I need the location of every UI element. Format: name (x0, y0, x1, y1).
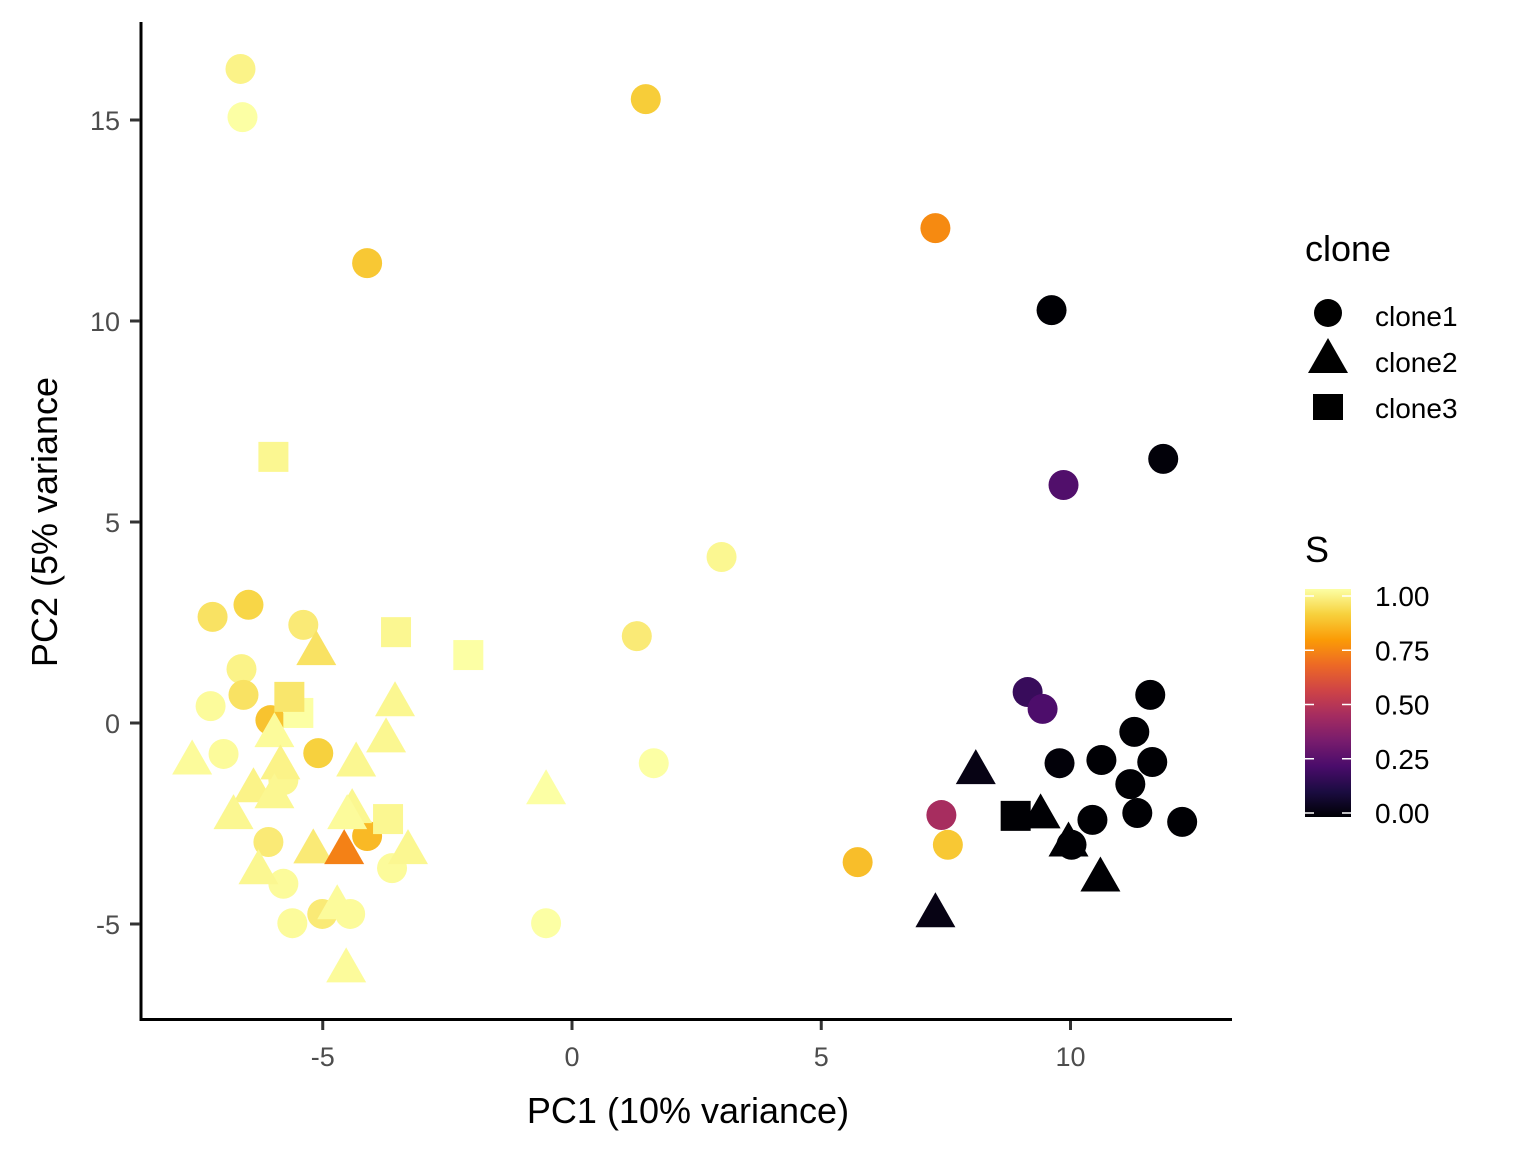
point-clone3-1 (381, 617, 412, 648)
point-clone1-0 (225, 53, 256, 84)
y-tick-label: -5 (96, 910, 120, 940)
point-clone1-8 (706, 541, 737, 572)
points-layer (172, 53, 1198, 983)
point-clone2-16 (1080, 856, 1121, 892)
point-clone2-19 (324, 829, 365, 865)
point-clone3-5 (373, 804, 404, 835)
y-tick-label: 5 (105, 508, 120, 538)
point-clone1-18 (1027, 693, 1058, 724)
legend-label-clone3: clone3 (1375, 393, 1458, 424)
x-tick-label: -5 (311, 1042, 335, 1072)
point-clone1-36 (932, 829, 963, 860)
colorbar-tick-label: 0.00 (1375, 798, 1430, 829)
point-clone1-39 (268, 868, 299, 899)
point-clone2-9 (254, 773, 295, 809)
legend-triangle-icon (1308, 338, 1348, 373)
point-clone1-33 (1167, 806, 1198, 837)
legend-circle-icon (1314, 299, 1342, 327)
shape-legend-title: clone (1305, 228, 1391, 269)
point-clone2-4 (172, 739, 213, 775)
point-clone1-9 (233, 589, 264, 620)
legend-label-clone2: clone2 (1375, 347, 1458, 378)
point-clone1-4 (920, 213, 951, 244)
y-tick-label: 0 (105, 709, 120, 739)
point-clone1-27 (1115, 769, 1146, 800)
point-clone2-2 (366, 717, 407, 753)
point-clone1-22 (303, 738, 334, 769)
point-clone2-0 (296, 630, 337, 666)
point-clone1-23 (638, 748, 669, 779)
point-clone2-10 (213, 794, 254, 830)
point-clone1-34 (1077, 804, 1108, 835)
point-clone2-18 (293, 828, 334, 864)
point-clone1-14 (228, 679, 259, 710)
colorbar-tick-label: 0.50 (1375, 690, 1430, 721)
legend-label-clone1: clone1 (1375, 301, 1458, 332)
point-clone2-1 (375, 681, 416, 717)
point-clone2-21 (238, 849, 279, 885)
color-legend-title: S (1305, 529, 1329, 570)
point-clone3-2 (453, 640, 484, 671)
point-clone1-43 (531, 908, 562, 939)
x-axis-title: PC1 (10% variance) (527, 1090, 849, 1131)
legend-square-icon (1313, 394, 1343, 420)
x-ticks: -5 0 5 10 (311, 1021, 1086, 1072)
colorbar (1305, 589, 1351, 817)
point-clone2-13 (955, 749, 996, 785)
point-clone1-6 (1148, 443, 1179, 474)
point-clone1-31 (926, 800, 957, 831)
colorbar-tick-label: 0.75 (1375, 635, 1430, 666)
y-ticks: -5 0 5 10 15 (90, 106, 140, 940)
point-clone2-23 (326, 947, 367, 983)
colorbar-tick-label: 0.25 (1375, 744, 1430, 775)
point-clone3-6 (1000, 800, 1031, 831)
y-tick-label: 15 (90, 106, 120, 136)
point-clone2-15 (1048, 821, 1089, 857)
point-clone1-7 (1048, 470, 1079, 501)
point-clone3-0 (258, 441, 289, 472)
point-clone1-1 (227, 102, 258, 133)
point-clone2-12 (327, 794, 368, 830)
point-clone1-42 (277, 908, 308, 939)
point-clone1-10 (197, 601, 228, 632)
point-clone1-3 (352, 248, 383, 279)
colorbar-ticks: 1.00 0.75 0.50 0.25 0.00 (1305, 581, 1430, 829)
point-clone1-5 (1036, 295, 1067, 326)
point-clone1-20 (1119, 716, 1150, 747)
point-clone2-3 (254, 712, 295, 748)
point-clone1-37 (842, 847, 873, 878)
point-clone1-25 (1086, 744, 1117, 775)
point-clone1-19 (1135, 679, 1166, 710)
point-clone2-5 (260, 744, 301, 780)
y-tick-label: 10 (90, 307, 120, 337)
point-clone3-4 (274, 681, 305, 712)
point-clone1-13 (226, 654, 257, 685)
x-tick-label: 10 (1055, 1042, 1085, 1072)
point-clone2-6 (336, 741, 377, 777)
point-clone1-30 (253, 826, 284, 857)
point-clone1-2 (630, 84, 661, 115)
colorbar-tick-label: 1.00 (1375, 581, 1430, 612)
point-clone2-20 (387, 829, 428, 865)
point-clone1-11 (288, 609, 319, 640)
point-clone1-24 (1044, 748, 1075, 779)
y-axis-title: PC2 (5% variance (24, 377, 65, 667)
point-clone2-7 (526, 769, 567, 805)
x-tick-label: 0 (564, 1042, 579, 1072)
x-tick-label: 5 (814, 1042, 829, 1072)
shape-legend: clone clone1 clone2 clone3 (1305, 228, 1458, 424)
color-legend: S 1.00 0.75 0.50 0.25 0.00 (1305, 529, 1430, 829)
point-clone1-32 (1122, 798, 1153, 829)
point-clone1-15 (195, 691, 226, 722)
point-clone2-17 (915, 892, 956, 928)
point-clone2-22 (317, 884, 358, 920)
point-clone1-26 (1137, 746, 1168, 777)
point-clone1-12 (621, 621, 652, 652)
point-clone1-21 (208, 738, 239, 769)
